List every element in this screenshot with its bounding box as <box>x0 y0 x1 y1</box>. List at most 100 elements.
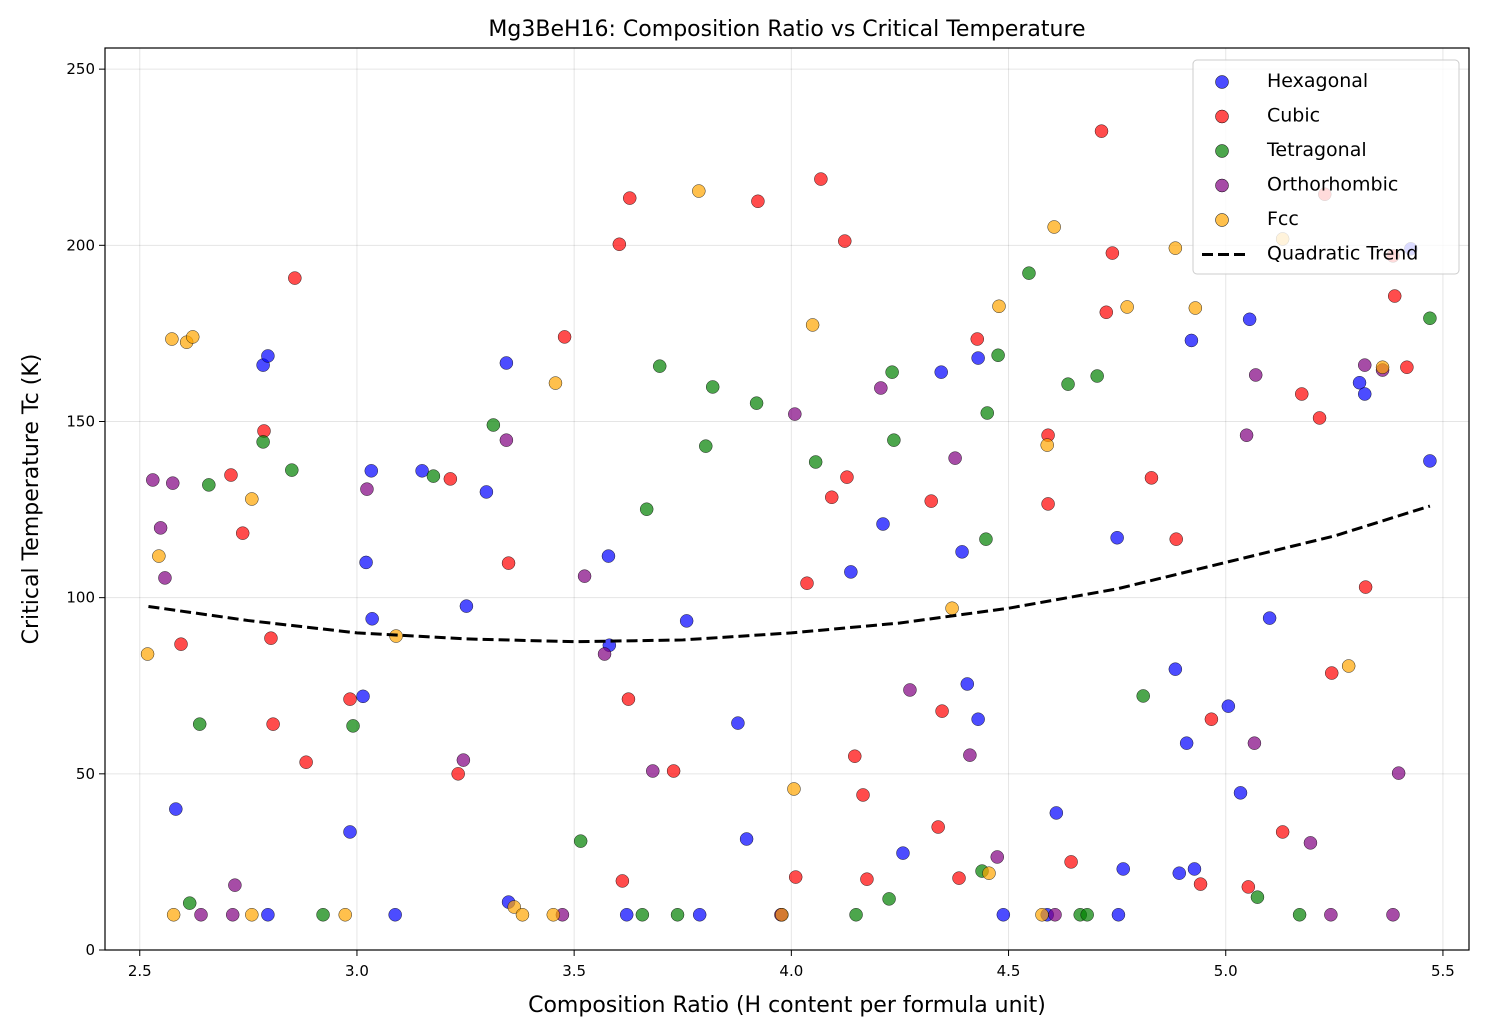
data-point <box>838 234 852 248</box>
data-point <box>1105 246 1120 260</box>
data-point <box>225 908 240 922</box>
data-point <box>1292 908 1307 922</box>
data-point <box>1080 908 1094 922</box>
data-point <box>990 850 1004 864</box>
data-point <box>856 788 870 802</box>
data-point <box>955 545 969 559</box>
data-point <box>963 748 977 762</box>
y-axis-label: Critical Temperature Tc (K) <box>19 354 44 645</box>
data-point <box>299 755 313 769</box>
data-point <box>948 451 962 465</box>
data-point <box>885 365 899 379</box>
data-point <box>140 647 155 661</box>
data-point <box>1136 689 1150 703</box>
data-point <box>699 439 713 453</box>
x-tick-label: 2.5 <box>128 962 152 980</box>
data-point <box>1099 305 1114 320</box>
data-point <box>577 569 592 583</box>
data-point <box>443 472 458 486</box>
data-point <box>971 712 985 726</box>
data-point <box>146 473 160 487</box>
data-point <box>805 318 820 332</box>
legend-marker <box>1215 144 1229 158</box>
data-point <box>1387 289 1402 303</box>
data-point <box>1048 908 1062 922</box>
data-point <box>619 908 634 922</box>
data-point <box>1111 908 1126 922</box>
data-point <box>635 908 650 922</box>
data-point <box>639 502 654 516</box>
data-point <box>1221 699 1236 713</box>
data-point <box>1035 908 1049 922</box>
y-tick-label: 100 <box>66 589 95 607</box>
data-point <box>896 846 910 860</box>
data-point <box>343 692 357 706</box>
data-point <box>1239 428 1254 442</box>
data-point <box>979 532 993 546</box>
data-point <box>935 704 949 718</box>
data-point <box>692 908 707 922</box>
data-point <box>1179 736 1194 750</box>
x-axis-label: Composition Ratio (H content per formula… <box>528 993 1046 1018</box>
data-point <box>264 631 278 645</box>
data-point <box>612 237 627 252</box>
y-tick-label: 50 <box>76 765 95 783</box>
data-point <box>165 332 179 346</box>
data-point <box>415 464 429 478</box>
data-point <box>499 356 514 370</box>
data-point <box>882 892 896 906</box>
data-point <box>451 767 465 781</box>
data-point <box>1204 712 1219 726</box>
data-point <box>224 468 238 482</box>
data-point <box>775 908 789 922</box>
data-point <box>316 908 330 922</box>
x-tick-label: 4.0 <box>779 962 803 980</box>
data-point <box>228 878 242 892</box>
data-point <box>288 271 302 285</box>
data-point <box>787 782 801 796</box>
data-point <box>548 376 563 390</box>
data-point <box>1312 411 1327 425</box>
data-point <box>876 517 890 531</box>
data-point <box>459 599 474 613</box>
data-point <box>499 433 514 447</box>
data-point <box>924 494 938 508</box>
data-point <box>670 908 685 922</box>
data-point <box>824 490 839 504</box>
data-point <box>1184 333 1199 348</box>
data-point <box>192 717 207 731</box>
x-tick-label: 3.0 <box>345 962 369 980</box>
data-point <box>388 908 402 922</box>
x-tick-label: 5.0 <box>1214 962 1238 980</box>
data-point <box>1262 611 1277 625</box>
data-point <box>652 359 667 373</box>
data-point <box>356 689 370 704</box>
data-point <box>479 485 494 499</box>
data-point <box>1357 387 1372 401</box>
data-point <box>980 406 995 420</box>
data-point <box>285 463 299 477</box>
legend-marker <box>1215 75 1229 89</box>
data-point <box>945 601 959 615</box>
data-point <box>158 571 172 585</box>
data-point <box>1375 360 1390 374</box>
legend-label: Orthorhombic <box>1267 174 1398 196</box>
data-point <box>261 908 275 922</box>
data-point <box>1168 241 1183 255</box>
data-point <box>814 172 828 186</box>
x-tick-label: 4.5 <box>997 962 1021 980</box>
data-point <box>1168 662 1183 676</box>
data-point <box>261 349 275 363</box>
series-cubic <box>174 124 1414 894</box>
legend-label: Quadratic Trend <box>1267 243 1418 265</box>
legend-marker <box>1215 213 1229 227</box>
data-point <box>1120 300 1134 314</box>
data-point <box>705 380 720 394</box>
data-point <box>1049 806 1064 820</box>
data-point <box>1324 666 1339 680</box>
data-point <box>800 576 814 590</box>
data-point <box>343 825 357 839</box>
data-point <box>486 418 501 432</box>
data-point <box>982 866 996 880</box>
ticks: 2.5 3.0 3.5 4.0 4.5 5.0 5.5 0 50 100 150 200 250 <box>66 60 1455 980</box>
